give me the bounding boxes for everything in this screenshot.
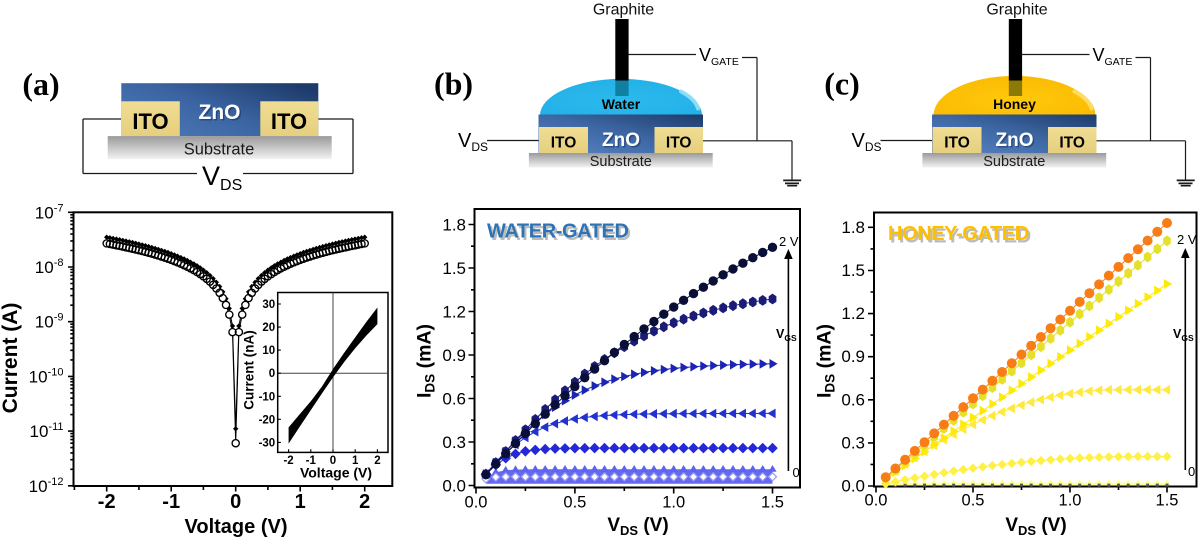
- svg-text:-30: -30: [259, 437, 276, 449]
- svg-text:1.2: 1.2: [442, 303, 466, 322]
- svg-text:Honey: Honey: [993, 96, 1036, 112]
- svg-text:(b): (b): [434, 66, 473, 102]
- svg-text:Graphite: Graphite: [986, 2, 1047, 19]
- svg-text:1.5: 1.5: [841, 261, 865, 280]
- svg-text:(a): (a): [22, 66, 59, 102]
- svg-text:0.0: 0.0: [841, 477, 865, 496]
- svg-text:1.8: 1.8: [442, 216, 466, 235]
- svg-text:WATER-GATED: WATER-GATED: [487, 221, 629, 243]
- svg-text:Graphite: Graphite: [593, 2, 654, 19]
- svg-text:1.2: 1.2: [841, 304, 865, 323]
- svg-text:1.0: 1.0: [1059, 492, 1082, 510]
- svg-text:0.0: 0.0: [865, 492, 888, 510]
- svg-text:-20: -20: [259, 414, 276, 426]
- svg-text:1.5: 1.5: [442, 259, 466, 278]
- svg-text:0: 0: [793, 465, 800, 480]
- svg-text:1.5: 1.5: [1156, 492, 1179, 510]
- svg-text:0.5: 0.5: [563, 494, 586, 512]
- svg-text:ITO: ITO: [551, 135, 577, 152]
- svg-text:ZnO: ZnO: [997, 132, 1035, 153]
- svg-text:HONEY-GATED: HONEY-GATED: [888, 223, 1029, 245]
- svg-text:ITO: ITO: [944, 135, 970, 152]
- svg-text:ZnO: ZnO: [604, 132, 642, 153]
- svg-text:0.9: 0.9: [841, 347, 865, 366]
- svg-text:Voltage (V): Voltage (V): [300, 465, 372, 481]
- svg-text:Substrate: Substrate: [590, 154, 652, 170]
- svg-text:2: 2: [359, 491, 370, 513]
- svg-text:1.0: 1.0: [662, 494, 685, 512]
- svg-text:0.5: 0.5: [962, 492, 985, 510]
- svg-text:2: 2: [374, 455, 380, 467]
- svg-text:VDS (V): VDS (V): [1005, 515, 1066, 538]
- svg-text:-2: -2: [283, 455, 293, 467]
- svg-text:ITO: ITO: [1059, 135, 1085, 152]
- svg-text:WATER-GATED: WATER-GATED: [489, 223, 631, 245]
- svg-text:HONEY-GATED: HONEY-GATED: [890, 225, 1031, 247]
- svg-text:1.5: 1.5: [761, 494, 784, 512]
- svg-text:-1: -1: [162, 491, 180, 513]
- svg-text:VDS (V): VDS (V): [607, 515, 668, 538]
- svg-text:Water: Water: [602, 96, 641, 112]
- svg-text:0.3: 0.3: [442, 433, 466, 452]
- svg-text:ITO: ITO: [132, 109, 168, 134]
- svg-text:ITO: ITO: [271, 109, 307, 134]
- svg-text:2 V: 2 V: [779, 234, 799, 249]
- svg-text:0: 0: [230, 491, 241, 513]
- svg-text:1: 1: [352, 455, 359, 467]
- svg-text:ZnO: ZnO: [996, 130, 1034, 151]
- svg-text:0.6: 0.6: [442, 390, 466, 409]
- svg-text:-10: -10: [259, 391, 276, 403]
- svg-text:0.3: 0.3: [841, 433, 865, 452]
- svg-text:0: 0: [330, 455, 336, 467]
- svg-text:0: 0: [1188, 464, 1195, 479]
- svg-text:0.0: 0.0: [465, 494, 488, 512]
- svg-text:0.9: 0.9: [442, 346, 466, 365]
- svg-text:ZnO: ZnO: [602, 130, 640, 151]
- svg-text:30: 30: [262, 299, 275, 311]
- svg-text:0.6: 0.6: [841, 390, 865, 409]
- svg-text:1.8: 1.8: [841, 218, 865, 237]
- svg-text:Substrate: Substrate: [983, 154, 1045, 170]
- svg-text:Voltage (V): Voltage (V): [185, 516, 288, 538]
- svg-text:0.0: 0.0: [442, 477, 466, 496]
- svg-text:1: 1: [295, 491, 306, 513]
- svg-text:-1: -1: [306, 455, 317, 467]
- svg-text:Current (nA): Current (nA): [242, 330, 257, 410]
- svg-text:Current (A): Current (A): [0, 303, 22, 414]
- svg-text:ZnO: ZnO: [199, 101, 241, 124]
- svg-text:(c): (c): [824, 66, 860, 102]
- svg-text:10: 10: [262, 345, 275, 357]
- svg-text:2 V: 2 V: [1177, 232, 1197, 247]
- svg-text:-2: -2: [98, 491, 116, 513]
- svg-text:0: 0: [269, 368, 275, 380]
- svg-text:ZnO: ZnO: [200, 103, 242, 126]
- svg-text:ITO: ITO: [666, 135, 692, 152]
- svg-text:Substrate: Substrate: [184, 141, 255, 159]
- svg-text:20: 20: [262, 322, 275, 334]
